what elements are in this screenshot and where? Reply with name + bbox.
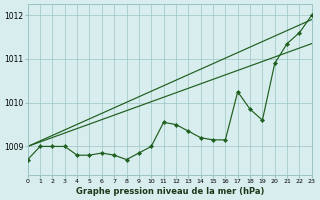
X-axis label: Graphe pression niveau de la mer (hPa): Graphe pression niveau de la mer (hPa) [76, 187, 264, 196]
